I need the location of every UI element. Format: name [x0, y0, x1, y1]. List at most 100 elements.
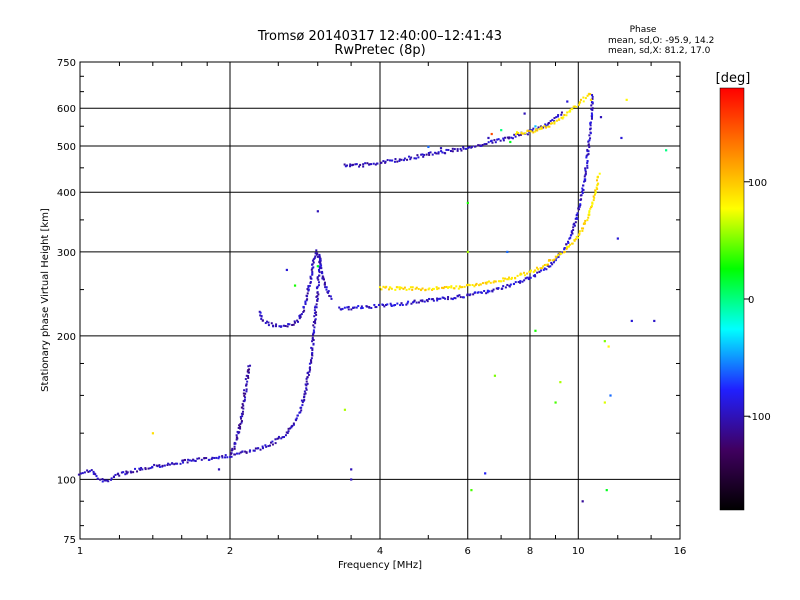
- trace-point: [316, 299, 319, 302]
- trace-point: [307, 371, 310, 374]
- trace-point: [414, 287, 417, 290]
- trace-point: [456, 149, 459, 152]
- trace-point: [487, 141, 490, 144]
- trace-point: [562, 116, 565, 119]
- trace-point: [596, 182, 599, 185]
- trace-point: [553, 122, 556, 125]
- trace-point: [570, 231, 573, 234]
- trace-point: [588, 210, 591, 213]
- trace-point: [344, 165, 347, 168]
- trace-point: [516, 274, 519, 277]
- trace-point: [410, 302, 413, 305]
- trace-point: [390, 304, 393, 307]
- trace-point: [584, 169, 587, 172]
- trace-point: [230, 452, 233, 455]
- trace-point: [130, 471, 133, 474]
- trace-point: [489, 281, 492, 284]
- trace-point: [567, 240, 570, 243]
- trace-point: [461, 286, 464, 289]
- trace-point: [523, 271, 526, 274]
- trace-point: [400, 286, 403, 289]
- trace-point: [312, 329, 315, 332]
- trace-point: [565, 114, 568, 117]
- trace-point: [174, 462, 177, 465]
- trace-point: [281, 436, 284, 439]
- trace-point: [396, 302, 399, 305]
- trace-point: [244, 392, 247, 395]
- trace-point: [496, 138, 499, 141]
- trace-point: [122, 471, 125, 474]
- trace-point: [589, 93, 592, 96]
- trace-point: [308, 366, 311, 369]
- trace-point: [590, 117, 593, 120]
- trace-point: [553, 117, 556, 120]
- trace-point: [466, 293, 469, 296]
- trace-point: [125, 470, 128, 473]
- trace-point: [95, 475, 98, 478]
- trace-point: [459, 147, 462, 150]
- trace-point: [392, 304, 395, 307]
- trace-point: [264, 444, 267, 447]
- trace-point: [271, 443, 274, 446]
- trace-point: [370, 163, 373, 166]
- trace-point: [434, 151, 437, 154]
- trace-point: [265, 320, 268, 323]
- trace-point: [313, 331, 316, 334]
- trace-point: [208, 458, 211, 461]
- trace-point: [245, 383, 248, 386]
- trace-point: [479, 144, 482, 147]
- trace-point: [311, 340, 314, 343]
- y-tick-labels: 75 100 200 300 400 500 600 750: [57, 58, 76, 546]
- trace-point: [233, 445, 236, 448]
- trace-point: [126, 471, 129, 474]
- trace-point: [494, 280, 497, 283]
- trace-point: [316, 276, 319, 279]
- trace-point: [409, 158, 412, 161]
- trace-point: [346, 306, 349, 309]
- trace-point: [588, 134, 591, 137]
- trace-point: [519, 133, 522, 136]
- trace-point: [358, 165, 361, 168]
- trace-point: [289, 427, 292, 430]
- trace-point: [532, 127, 535, 130]
- trace-point: [586, 166, 589, 169]
- trace-point: [291, 424, 294, 427]
- trace-point: [476, 291, 479, 294]
- trace-point: [389, 286, 392, 289]
- trace-point: [517, 281, 520, 284]
- trace-point: [315, 286, 318, 289]
- trace-point: [87, 470, 90, 473]
- trace-point: [587, 150, 590, 153]
- trace-point: [314, 322, 317, 325]
- trace-point: [528, 276, 531, 279]
- trace-point: [400, 302, 403, 305]
- trace-point: [519, 273, 522, 276]
- trace-point: [386, 303, 389, 306]
- trace-point: [354, 163, 357, 166]
- trace-point: [591, 114, 594, 117]
- trace-point: [426, 300, 429, 303]
- trace-point: [288, 323, 291, 326]
- trace-point: [519, 280, 522, 283]
- trace-point: [311, 273, 314, 276]
- echo-point: [487, 136, 490, 140]
- trace-point: [506, 136, 509, 139]
- trace-point: [582, 96, 585, 99]
- trace-point: [380, 161, 383, 164]
- trace-point: [586, 219, 589, 222]
- trace-point: [534, 275, 537, 278]
- trace-point: [407, 300, 410, 303]
- data-points-layer: [77, 92, 668, 503]
- trace-point: [415, 301, 418, 304]
- trace-point: [300, 409, 303, 412]
- trace-point: [293, 320, 296, 323]
- trace-point: [477, 284, 480, 287]
- trace-point: [240, 417, 243, 420]
- trace-point: [481, 143, 484, 146]
- trace-point: [560, 113, 563, 116]
- trace-point: [307, 285, 310, 288]
- trace-point: [453, 287, 456, 290]
- trace-point: [299, 316, 302, 319]
- trace-point: [589, 121, 592, 124]
- trace-point: [538, 270, 541, 273]
